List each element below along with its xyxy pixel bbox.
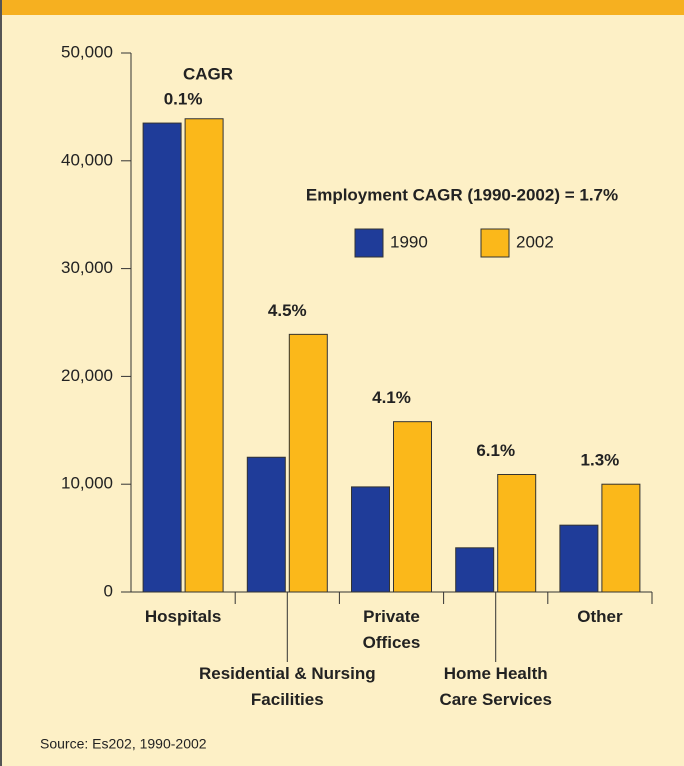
subtitle: Employment CAGR (1990-2002) = 1.7% bbox=[306, 185, 618, 204]
cagr-label: 0.1% bbox=[164, 89, 203, 108]
cagr-header: CAGR bbox=[183, 64, 233, 83]
bar bbox=[559, 524, 599, 593]
bar bbox=[246, 456, 286, 593]
y-tick-label: 50,000 bbox=[61, 42, 113, 61]
source: Source: Es202, 1990-2002 bbox=[40, 736, 207, 752]
left-border bbox=[0, 0, 2, 766]
cagr-label: 4.1% bbox=[372, 388, 411, 407]
y-tick-label: 0 bbox=[104, 581, 113, 600]
bar bbox=[184, 118, 224, 593]
cagr-label: 1.3% bbox=[581, 451, 620, 470]
legend-label: 2002 bbox=[516, 232, 554, 251]
bar bbox=[288, 333, 328, 593]
bar bbox=[393, 421, 432, 593]
x-tick-label: Residential & Nursing Facilities bbox=[198, 664, 376, 709]
bar bbox=[351, 486, 390, 593]
bar bbox=[601, 483, 641, 593]
bar bbox=[497, 473, 537, 593]
y-tick-label: 10,000 bbox=[61, 474, 113, 493]
x-tick-label: Hospitals bbox=[144, 607, 222, 626]
y-tick-label: 30,000 bbox=[61, 258, 113, 277]
y-tick-label: 20,000 bbox=[61, 366, 113, 385]
cagr-label: 6.1% bbox=[476, 441, 515, 460]
cagr-label: 4.5% bbox=[268, 301, 307, 320]
legend-label: 1990 bbox=[390, 232, 428, 251]
legend-swatch bbox=[480, 228, 510, 258]
x-tick-label: Private Offices bbox=[362, 607, 421, 652]
legend-swatch bbox=[354, 228, 384, 258]
bar bbox=[455, 547, 495, 593]
bar bbox=[142, 122, 182, 593]
top-band bbox=[0, 0, 684, 15]
x-tick-label: Home Health Care Services bbox=[439, 664, 552, 709]
y-tick-label: 40,000 bbox=[61, 150, 113, 169]
x-tick-label: Other bbox=[577, 607, 623, 626]
